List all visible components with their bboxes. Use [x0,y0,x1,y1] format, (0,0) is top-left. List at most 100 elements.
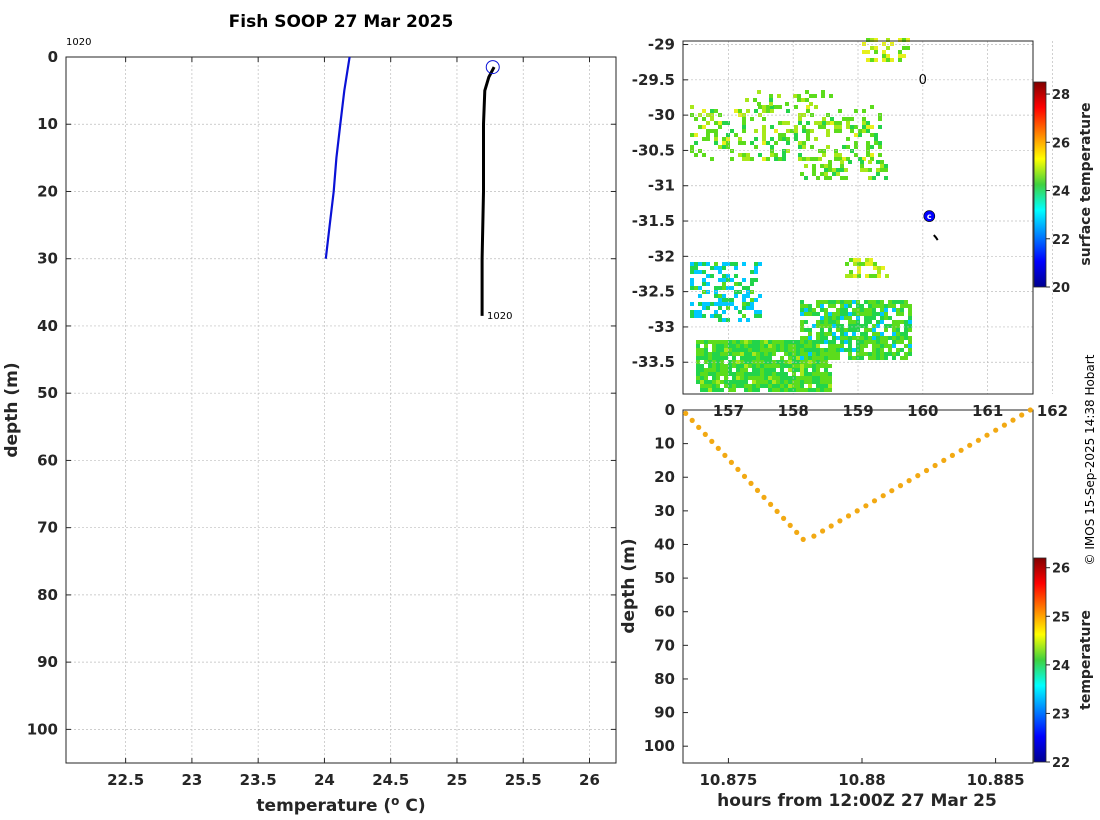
map-heatmap-cell [892,304,896,308]
map-heatmap-cell [742,294,746,298]
map-heatmap-cell [860,352,864,356]
map-heatmap-cell [728,388,732,392]
map-heatmap-cell [730,302,734,306]
map-heatmap-cell [908,344,912,348]
map-heatmap-cell [832,172,836,176]
map-heatmap-cell [738,282,742,286]
map-heatmap-cell [722,286,726,290]
map-heatmap-cell [738,153,742,157]
map-heatmap-cell [730,278,734,282]
map-heatmap-cell [838,157,842,161]
map-heatmap-cell [769,94,773,98]
map-heatmap-cell [788,388,792,392]
map-heatmap-cell [712,348,716,352]
map-heatmap-cell [808,376,812,380]
map-heatmap-cell [832,312,836,316]
map-heatmap-cell [808,356,812,360]
map-heatmap-cell [700,356,704,360]
map-heatmap-cell [700,348,704,352]
map-heatmap-cell [710,157,714,161]
map-heatmap-cell [852,332,856,336]
map-heatmap-cell [816,312,820,316]
map-heatmap-cell [861,262,865,266]
map-heatmap-cell [760,384,764,388]
map-heatmap-cell [752,364,756,368]
map-heatmap-cell [800,368,804,372]
map-heatmap-cell [784,352,788,356]
map-heatmap-cell [728,368,732,372]
map-heatmap-cell [864,344,868,348]
map-heatmap-cell [864,316,868,320]
map-heatmap-cell [828,372,832,376]
map-heatmap-cell [714,290,718,294]
map-heatmap-cell [852,308,856,312]
map-heatmap-cell [726,302,730,306]
map-heatmap-cell [804,360,808,364]
map-heatmap-cell [808,372,812,376]
map-heatmap-cell [868,168,872,172]
map-heatmap-cell [902,46,906,50]
map-heatmap-cell [696,352,700,356]
map-heatmap-cell [884,328,888,332]
map-heatmap-cell [748,384,752,388]
map-heatmap-cell [716,340,720,344]
map-heatmap-cell [796,352,800,356]
map-heatmap-cell [848,336,852,340]
map-heatmap-cell [896,320,900,324]
map-heatmap-cell [845,274,849,278]
map-heatmap-cell [746,109,750,113]
map-heatmap-cell [890,58,894,62]
map-heatmap-cell [804,164,808,168]
map-heatmap-cell [714,266,718,270]
map-heatmap-cell [860,356,864,360]
map-heatmap-cell [860,324,864,328]
map-heatmap-cell [720,360,724,364]
map-heatmap-cell [690,302,694,306]
timeseries-point [683,410,689,416]
map-heatmap-cell [900,308,904,312]
map-heatmap-cell [836,336,840,340]
map-heatmap-cell [870,145,874,149]
map-heatmap-cell [865,274,869,278]
map-heatmap-cell [874,50,878,54]
map-heatmap-cell [808,364,812,368]
map-heatmap-cell [698,310,702,314]
map-heatmap-cell [772,348,776,352]
map-heatmap-cell [854,153,858,157]
map-heatmap-cell [714,314,718,318]
map-heatmap-cell [877,270,881,274]
map-heatmap-cell [768,368,772,372]
map-heatmap-cell [722,145,726,149]
map-heatmap-cell [734,274,738,278]
map-heatmap-cell [816,304,820,308]
map-heatmap-cell [778,133,782,137]
map-heatmap-cell [840,312,844,316]
timeseries-point [1001,422,1008,428]
map-heatmap-cell [750,141,754,145]
map-heatmap-cell [862,117,866,121]
map-heatmap-cell [768,372,772,376]
map-heatmap-cell [700,352,704,356]
map-heatmap-cell [754,314,758,318]
map-heatmap-cell [800,336,804,340]
map-heatmap-cell [874,38,878,42]
map-heatmap-cell [864,324,868,328]
map-heatmap-cell [788,348,792,352]
map-heatmap-cell [800,364,804,368]
map-heatmap-cell [812,368,816,372]
map-heatmap-cell [824,176,828,180]
map-heatmap-cell [882,58,886,62]
map-heatmap-cell [702,306,706,310]
map-heatmap-cell [892,308,896,312]
map-heatmap-cell [748,364,752,368]
map-heatmap-cell [742,306,746,310]
map-heatmap-cell [784,380,788,384]
map-heatmap-cell [848,352,852,356]
map-heatmap-cell [832,320,836,324]
map-heatmap-cell [822,153,826,157]
map-heatmap-cell [848,348,852,352]
map-heatmap-cell [726,145,730,149]
map-heatmap-cell [744,348,748,352]
profile-xtick-label: 26 [579,771,600,789]
map-heatmap-cell [764,380,768,384]
